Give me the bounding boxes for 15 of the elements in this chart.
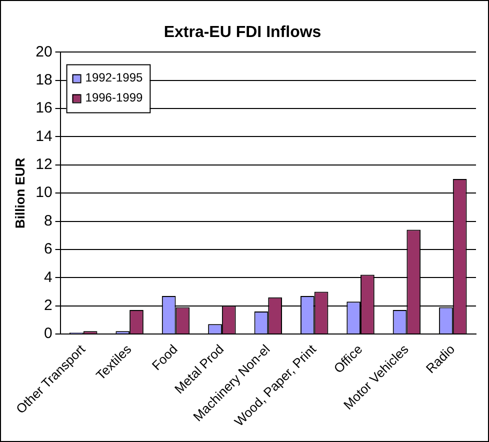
y-tick-label: 6 <box>44 240 52 258</box>
y-tick-label: 14 <box>36 128 52 145</box>
y-tick-label: 10 <box>36 184 52 202</box>
chart-title: Extra-EU FDI Inflows <box>164 24 322 42</box>
y-tick-label: 18 <box>36 72 52 89</box>
y-tick-label: 0 <box>44 325 52 342</box>
y-axis-title: Billion EUR <box>12 157 28 228</box>
legend-label: 1996-1999 <box>85 90 143 105</box>
legend-label: 1992-1995 <box>85 70 143 85</box>
y-tick-label: 8 <box>44 212 52 230</box>
y-tick-label: 12 <box>36 156 52 174</box>
y-tick-label: 20 <box>36 43 52 60</box>
y-tick-label: 2 <box>44 296 52 314</box>
y-tick-label: 16 <box>36 100 52 117</box>
y-tick-label: 4 <box>44 268 52 286</box>
